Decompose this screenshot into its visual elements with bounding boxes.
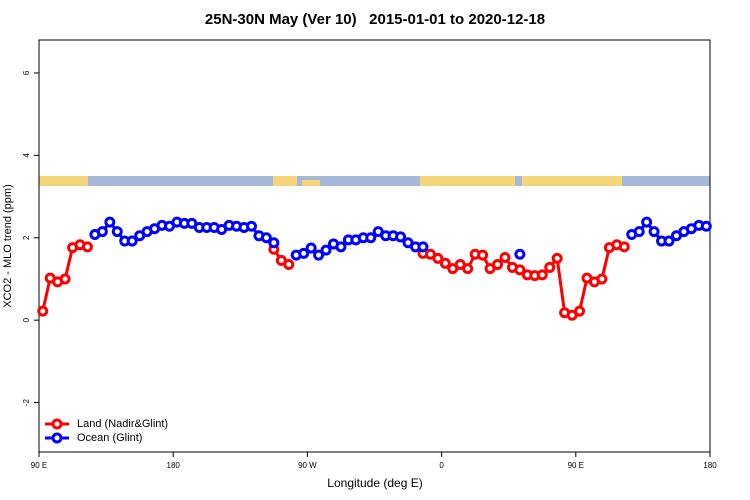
data-point — [268, 237, 280, 249]
land-strip — [420, 176, 515, 186]
land-strip — [39, 176, 88, 186]
data-point — [298, 247, 310, 259]
data-point — [395, 231, 407, 243]
data-point — [335, 241, 347, 253]
data-point — [439, 257, 451, 269]
data-point — [305, 242, 317, 254]
data-point — [596, 273, 608, 285]
y-tick-label: 0 — [22, 317, 31, 322]
data-point — [462, 263, 474, 275]
surface-type-strip — [39, 176, 710, 186]
data-point — [648, 226, 660, 238]
data-point — [514, 248, 526, 260]
plot-frame — [38, 39, 711, 453]
legend-marker — [51, 418, 63, 430]
data-point — [111, 226, 123, 238]
data-point — [499, 252, 511, 264]
ocean-strip — [39, 176, 710, 186]
legend-marker — [51, 432, 63, 444]
y-tick-label: -2 — [22, 398, 31, 406]
data-point — [283, 259, 295, 271]
data-point — [260, 232, 272, 244]
data-point — [59, 273, 71, 285]
data-point — [663, 235, 675, 247]
chart-title: 25N-30N May (Ver 10) 2015-01-01 to 2020-… — [205, 11, 545, 28]
land-strip — [302, 180, 320, 186]
data-point — [104, 216, 116, 228]
data-point — [96, 226, 108, 238]
data-point — [641, 216, 653, 228]
x-tick-label: 180 — [167, 461, 181, 470]
data-point — [432, 252, 444, 264]
data-point — [320, 244, 332, 256]
land-strip — [522, 176, 622, 186]
data-point — [245, 220, 257, 232]
legend-label: Land (Nadir&Glint) — [77, 418, 168, 430]
data-point — [544, 261, 556, 273]
data-point — [551, 252, 563, 264]
data-point — [37, 305, 49, 317]
x-tick-label: 0 — [439, 461, 444, 470]
data-point — [365, 232, 377, 244]
y-tick-label: 4 — [22, 153, 31, 158]
x-tick-label: 180 — [703, 461, 717, 470]
data-point — [313, 249, 325, 261]
data-point — [492, 259, 504, 271]
y-axis-label: XCO2 - MLO trend (ppm) — [2, 184, 14, 307]
x-axis-label: Longitude (deg E) — [327, 476, 422, 490]
x-tick-label: 90 E — [31, 461, 47, 470]
data-point — [126, 235, 138, 247]
data-point — [514, 264, 526, 276]
x-tick-label: 90 E — [568, 461, 584, 470]
data-point — [477, 249, 489, 261]
x-tick-label: 90 W — [298, 461, 317, 470]
legend-label: Ocean (Glint) — [77, 432, 142, 444]
data-point — [81, 241, 93, 253]
data-point — [574, 305, 586, 317]
data-point — [700, 220, 712, 232]
data-point — [633, 226, 645, 238]
land-strip — [273, 176, 297, 186]
y-tick-label: 2 — [22, 235, 31, 240]
data-point — [417, 241, 429, 253]
data-point — [536, 269, 548, 281]
data-point — [618, 241, 630, 253]
y-tick-label: 6 — [22, 70, 31, 75]
